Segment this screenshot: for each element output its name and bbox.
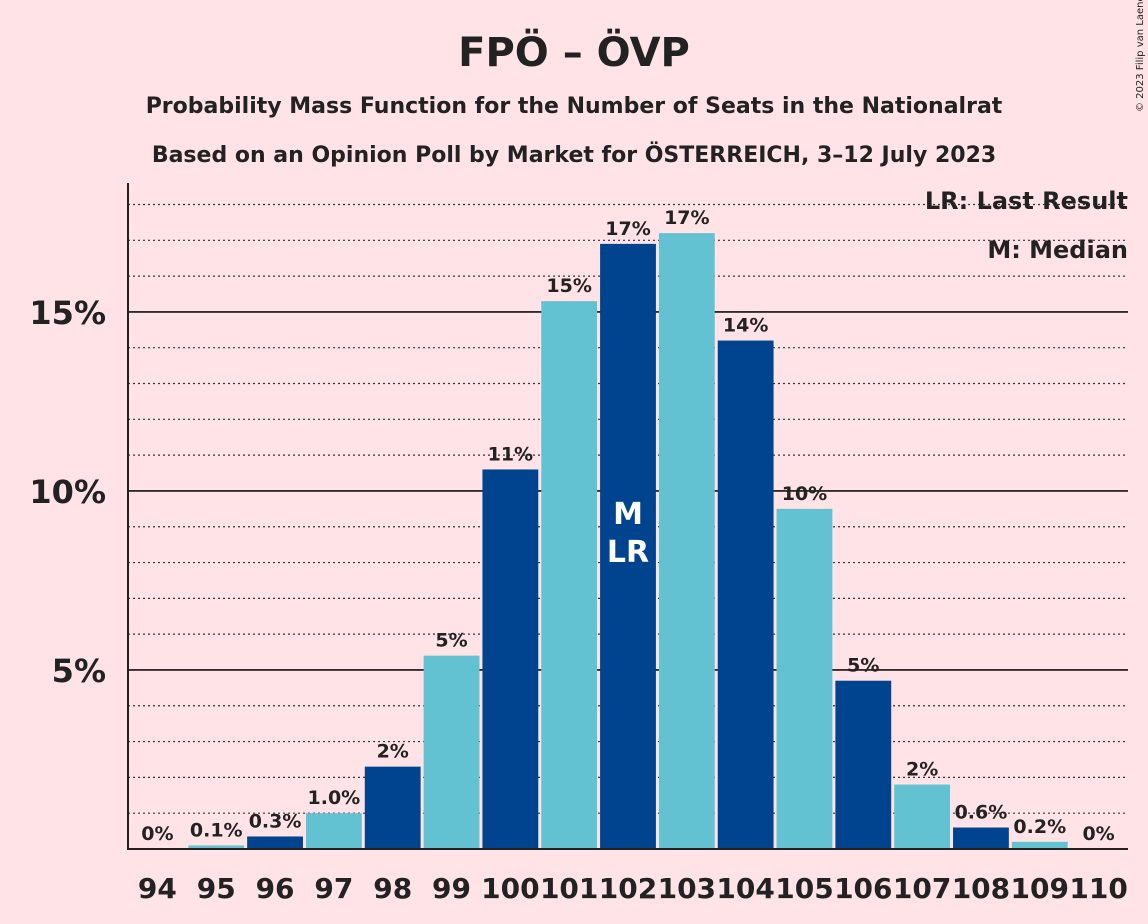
x-axis-ticks: 94 95 96 97 98 99 100 101 102 103 104 105 106 107 108 1…: [138, 872, 1128, 905]
bar-105: [776, 508, 833, 849]
bar-101: [541, 301, 598, 850]
value-labels: 0% 0.1% 0.3% 1.0% 2% 5% 11% 15% 17% MLR 17% 14% 10% 5…: [141, 207, 1114, 845]
bar-99: [423, 655, 480, 849]
bar-100: [482, 469, 539, 849]
value-label-97: 1.0%: [308, 787, 361, 809]
value-label-99: 5%: [435, 630, 467, 652]
value-label-107: 2%: [906, 759, 938, 781]
value-label-102: 17%: [605, 218, 650, 240]
bar-96: [247, 836, 303, 849]
x-tick-label-100: 100: [481, 872, 539, 905]
value-label-105: 10%: [782, 483, 827, 505]
y-tick-label: 5%: [52, 652, 106, 690]
copyright-note: © 2023 Filip van Laenen: [1135, 0, 1146, 112]
x-tick-label-104: 104: [716, 872, 774, 905]
x-tick-label-98: 98: [373, 872, 412, 905]
bar-103: [658, 233, 715, 849]
value-label-109: 0.2%: [1013, 816, 1066, 838]
value-label-108: 0.6%: [955, 802, 1008, 824]
bar-107: [894, 784, 951, 849]
x-tick-label-99: 99: [432, 872, 471, 905]
x-tick-label-109: 109: [1011, 872, 1069, 905]
y-tick-label: 10%: [29, 473, 106, 511]
bar-marker-m: M: [613, 497, 643, 532]
x-tick-label-107: 107: [893, 872, 951, 905]
chart-subtitle-2: Based on an Opinion Poll by Market for Ö…: [152, 142, 996, 168]
bar-104: [717, 340, 774, 849]
bar-97: [305, 813, 362, 849]
x-tick-label-102: 102: [599, 872, 657, 905]
x-tick-label-110: 110: [1069, 872, 1127, 905]
value-label-104: 14%: [723, 315, 768, 337]
chart-title: FPÖ – ÖVP: [458, 28, 690, 76]
x-tick-label-105: 105: [775, 872, 833, 905]
value-label-101: 15%: [546, 275, 591, 297]
bar-109: [1011, 841, 1068, 849]
value-label-98: 2%: [377, 741, 409, 763]
value-label-106: 5%: [847, 655, 879, 677]
x-tick-label-96: 96: [256, 872, 295, 905]
y-tick-label: 15%: [29, 294, 106, 332]
bars: [188, 233, 1068, 850]
value-label-110: 0%: [1082, 823, 1114, 845]
bar-106: [835, 680, 892, 849]
bar-98: [364, 766, 421, 849]
y-axis-ticks: 5% 10% 15%: [29, 294, 106, 690]
bar-95: [188, 845, 245, 849]
legend-median: M: Median: [987, 236, 1128, 264]
chart-subtitle: Probability Mass Function for the Number…: [146, 94, 1003, 119]
bar-marker-lr: LR: [607, 535, 649, 570]
bar-108: [953, 827, 1009, 849]
value-label-103: 17%: [664, 207, 709, 229]
x-tick-label-106: 106: [834, 872, 892, 905]
x-tick-label-101: 101: [540, 872, 598, 905]
value-label-94: 0%: [141, 823, 173, 845]
x-tick-label-95: 95: [197, 872, 236, 905]
x-tick-label-108: 108: [952, 872, 1010, 905]
x-tick-label-103: 103: [658, 872, 716, 905]
value-label-100: 11%: [488, 443, 533, 465]
value-label-95: 0.1%: [190, 819, 243, 841]
x-tick-label-94: 94: [138, 872, 177, 905]
value-label-96: 0.3%: [249, 810, 302, 832]
x-tick-label-97: 97: [314, 872, 353, 905]
bar-102: [600, 243, 656, 849]
legend-last-result: LR: Last Result: [925, 187, 1128, 215]
